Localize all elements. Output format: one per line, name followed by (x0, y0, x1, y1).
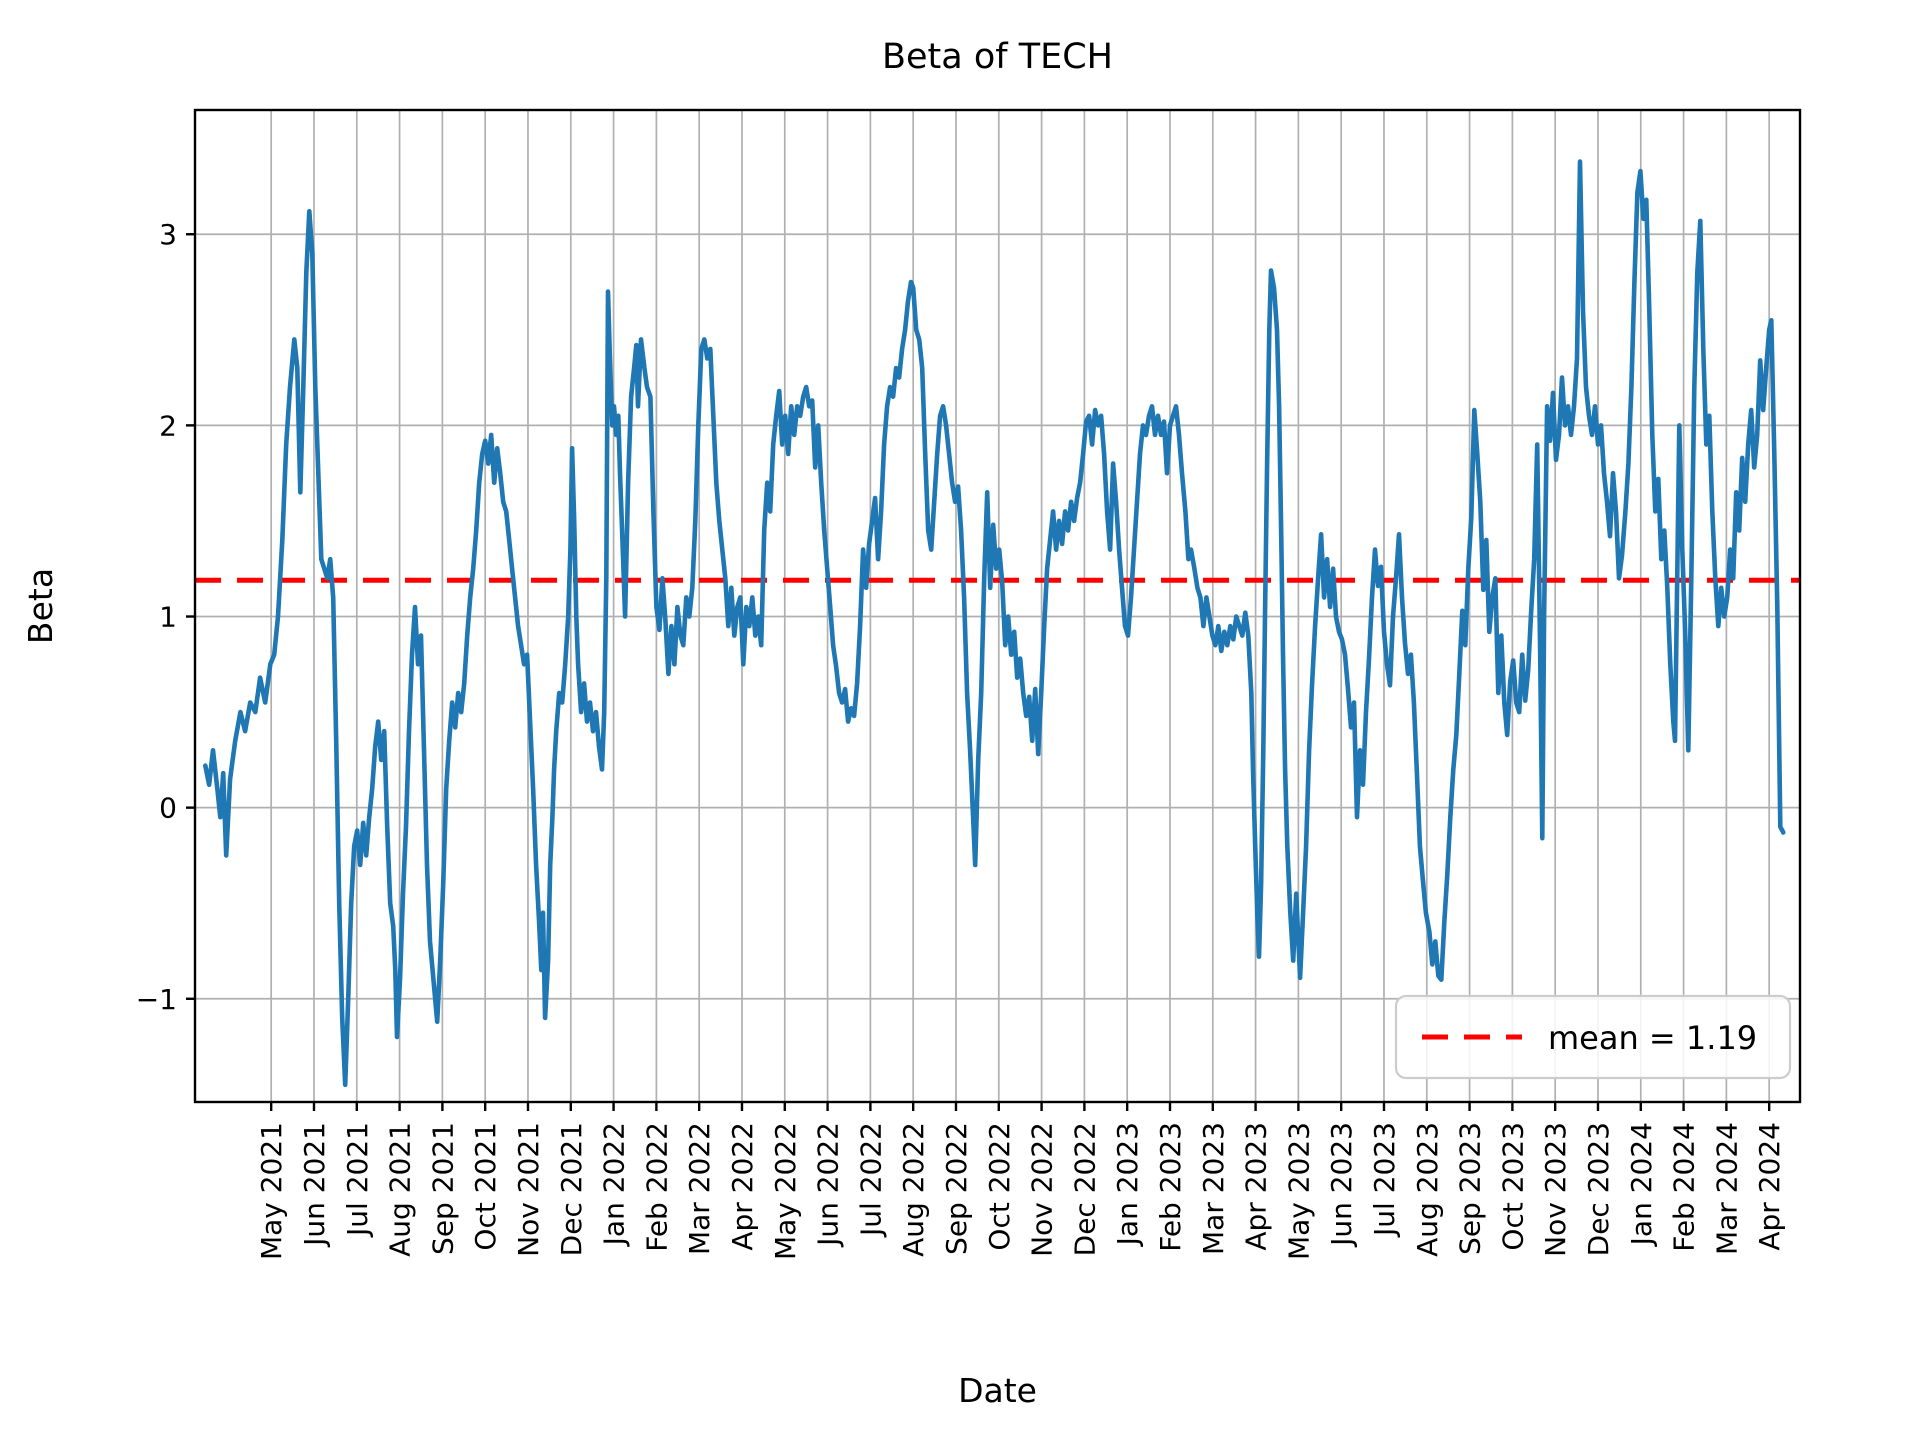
x-tick-label: Aug 2022 (897, 1122, 930, 1257)
x-tick-label: Mar 2023 (1197, 1122, 1230, 1255)
x-tick-label: Jun 2023 (1325, 1122, 1358, 1248)
x-tick-label: Aug 2021 (384, 1122, 417, 1257)
y-tick-label: −1 (136, 983, 177, 1016)
y-axis-label: Beta (21, 568, 60, 644)
x-tick-label: Mar 2022 (683, 1122, 716, 1255)
x-tick-label: Dec 2023 (1582, 1122, 1615, 1256)
legend-label: mean = 1.19 (1548, 1019, 1757, 1057)
x-tick-label: Oct 2022 (983, 1122, 1016, 1251)
x-tick-label: Jan 2024 (1625, 1122, 1658, 1247)
x-tick-label: Jul 2023 (1368, 1122, 1401, 1238)
x-tick-label: Sep 2023 (1454, 1122, 1487, 1255)
x-tick-label: Dec 2022 (1068, 1122, 1101, 1256)
chart-title: Beta of TECH (882, 37, 1113, 77)
x-tick-label: Feb 2024 (1668, 1122, 1701, 1252)
plot-border (193, 108, 1802, 1104)
legend-box (1394, 994, 1792, 1080)
x-tick-label: Jun 2021 (298, 1122, 331, 1248)
legend: mean = 1.19 (1394, 994, 1792, 1080)
x-tick-label: Mar 2024 (1710, 1122, 1743, 1255)
x-tick-label: May 2022 (769, 1122, 802, 1260)
x-tick-label: Sep 2021 (426, 1122, 459, 1255)
x-tick-label: Oct 2023 (1496, 1122, 1529, 1251)
x-tick-label: Nov 2023 (1539, 1122, 1572, 1257)
tick-marks (186, 233, 1771, 1111)
tick-labels: −1 0 1 2 3 May 2021 Jun 2021 Jul 2021 Aug 2021 Se… (136, 218, 1786, 1260)
x-tick-label: Oct 2021 (469, 1122, 502, 1251)
x-tick-label: Feb 2022 (640, 1122, 673, 1252)
x-tick-label: Nov 2021 (512, 1122, 545, 1257)
y-tick-label: 0 (159, 792, 177, 825)
x-axis-label: Date (958, 1371, 1037, 1410)
x-tick-label: Apr 2023 (1240, 1122, 1273, 1251)
x-tick-label: Apr 2022 (726, 1122, 759, 1251)
x-tick-label: Feb 2023 (1154, 1122, 1187, 1252)
x-tick-label: Jul 2021 (341, 1122, 374, 1238)
y-tick-label: 1 (159, 601, 177, 634)
x-tick-label: Apr 2024 (1753, 1122, 1786, 1251)
x-tick-label: Jan 2022 (598, 1122, 631, 1247)
x-tick-label: Jan 2023 (1111, 1122, 1144, 1247)
x-tick-label: Aug 2023 (1411, 1122, 1444, 1257)
beta-series-line (203, 159, 1786, 1088)
y-tick-label: 3 (159, 218, 177, 251)
x-tick-label: Jul 2022 (854, 1122, 887, 1238)
x-tick-label: Nov 2022 (1026, 1122, 1059, 1257)
x-tick-label: Dec 2021 (555, 1122, 588, 1256)
x-tick-label: Sep 2022 (940, 1122, 973, 1255)
x-tick-label: May 2021 (255, 1122, 288, 1260)
y-tick-label: 2 (159, 409, 177, 442)
x-tick-label: Jun 2022 (812, 1122, 845, 1248)
x-tick-label: May 2023 (1282, 1122, 1315, 1260)
